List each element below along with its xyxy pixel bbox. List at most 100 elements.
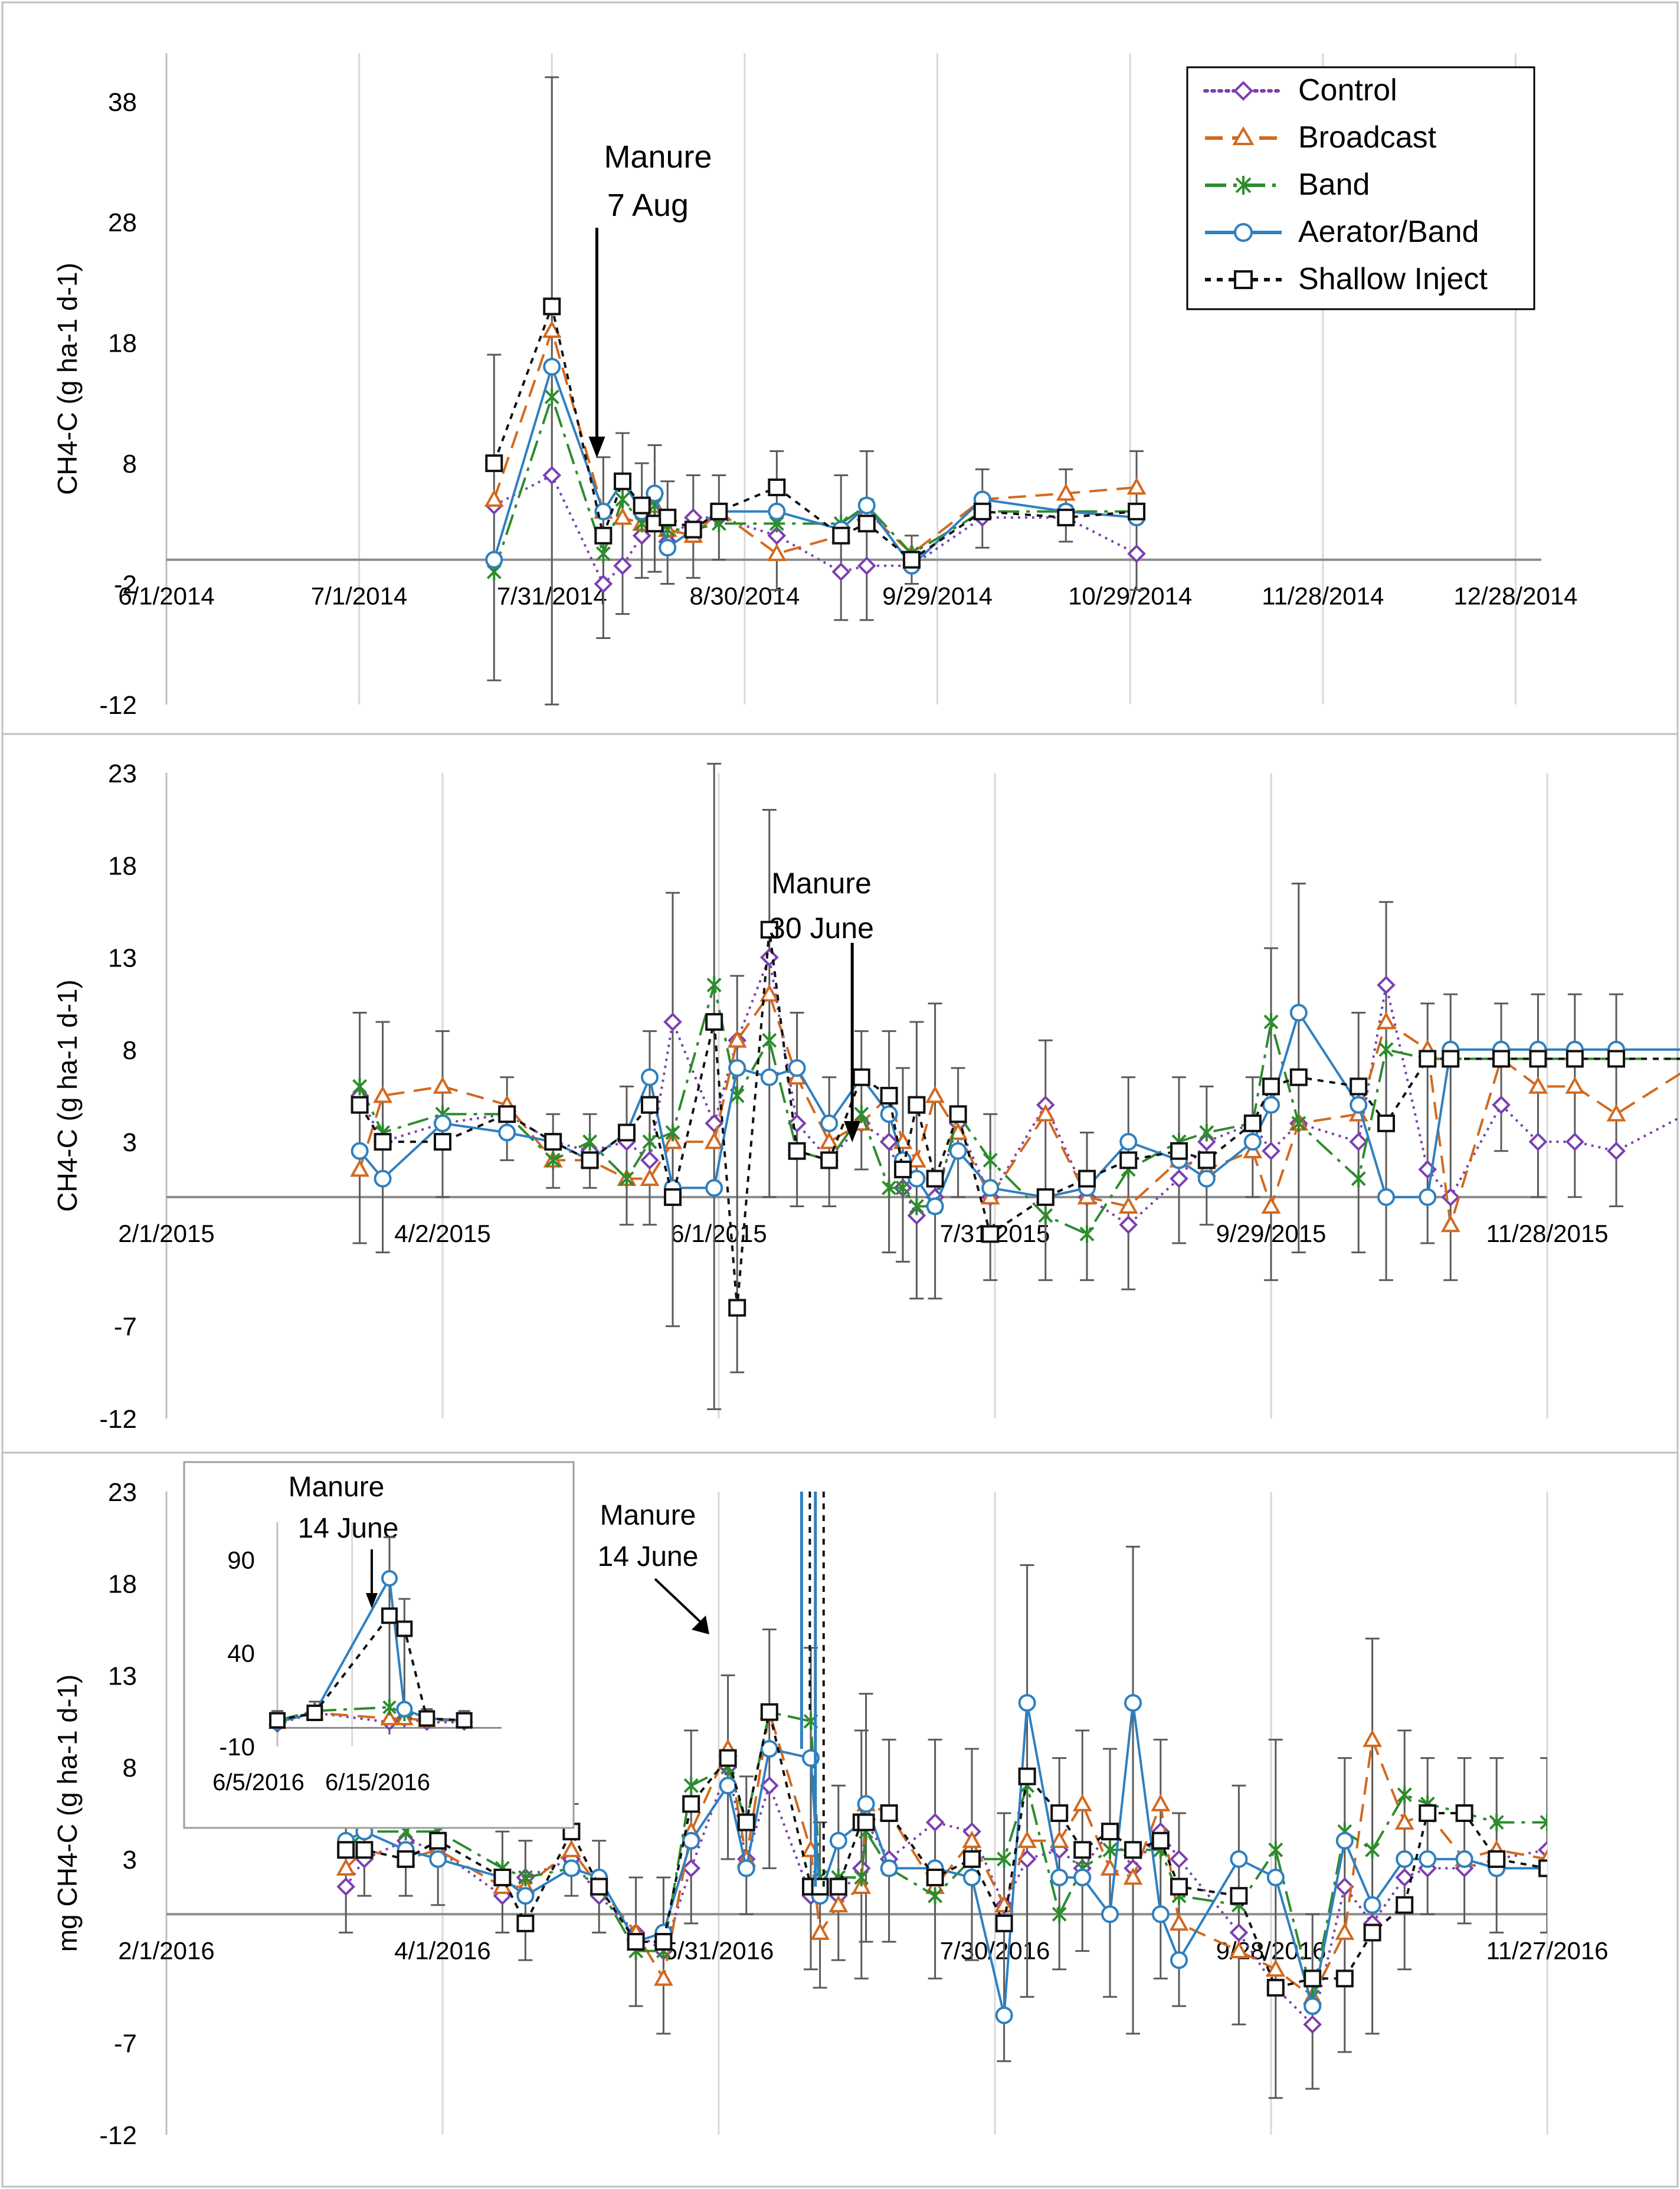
error-bar: [834, 474, 849, 621]
data-point: [719, 1777, 737, 1795]
error-bar: [1531, 993, 1545, 1198]
data-point: [351, 1142, 369, 1160]
inset-data-point: [456, 1712, 473, 1729]
y-tick-label: 23: [108, 1478, 137, 1507]
data-point: [963, 1850, 981, 1868]
legend-marker-circle: [1234, 223, 1253, 242]
inset-data-point: [396, 1700, 413, 1718]
data-point: [1050, 1869, 1069, 1886]
error-bar: [1567, 993, 1582, 1198]
legend-label-broadcast: Broadcast: [1298, 120, 1437, 155]
data-point: [760, 1703, 778, 1721]
data-point: [1455, 1804, 1473, 1822]
data-point: [498, 1123, 516, 1142]
y-axis-title: CH4-C (g ha-1 d-1): [52, 263, 83, 495]
data-point: [1488, 1850, 1506, 1868]
data-point: [1119, 1215, 1138, 1234]
error-bar: [643, 1030, 657, 1226]
data-point: [819, 1132, 839, 1149]
inset-data-point: [381, 1607, 398, 1624]
data-point: [618, 1123, 636, 1142]
data-point: [1128, 502, 1146, 520]
data-point: [995, 2006, 1013, 2024]
data-point: [659, 509, 677, 527]
data-point: [627, 1933, 645, 1951]
data-point: [1528, 1076, 1548, 1094]
data-point: [880, 1087, 898, 1105]
y-tick-label: 18: [108, 329, 137, 358]
annotation-label: Manure: [600, 1500, 696, 1531]
annotation-arrowhead: [588, 437, 605, 458]
data-point: [788, 1142, 806, 1160]
data-point: [1073, 1841, 1092, 1859]
data-point: [434, 1114, 451, 1132]
data-point: [641, 1068, 659, 1086]
data-point: [1419, 1804, 1437, 1822]
series-line: [346, 1710, 1547, 1989]
data-point: [1123, 1867, 1143, 1885]
series-shallow-inject: [337, 1703, 1547, 1997]
data-point: [1540, 1813, 1547, 1831]
data-point: [705, 1012, 723, 1031]
data-layer: [484, 76, 1147, 706]
data-point: [641, 1096, 659, 1114]
y-tick-label: -7: [114, 1313, 137, 1342]
data-point: [350, 1159, 369, 1177]
data-point: [857, 496, 876, 515]
data-point: [727, 1030, 747, 1048]
data-point: [640, 1168, 660, 1187]
data-point: [615, 490, 630, 509]
y-tick-label: -12: [99, 1405, 137, 1434]
legend-entry-band: Band: [1205, 168, 1370, 202]
legend-entry-broadcast: Broadcast: [1205, 120, 1437, 155]
data-point: [1118, 1196, 1138, 1214]
error-bar: [1420, 1757, 1435, 1915]
annotation-label: 30 June: [769, 912, 874, 945]
x-tick-label: 11/28/2014: [1262, 582, 1384, 610]
data-point: [788, 1059, 806, 1077]
data-point: [925, 1085, 945, 1103]
data-point: [926, 1869, 944, 1886]
legend-label-shallow-inject: Shallow Inject: [1298, 262, 1488, 296]
inset-data-point: [380, 1709, 399, 1726]
data-point: [1151, 1905, 1170, 1923]
data-point: [1169, 1913, 1189, 1931]
data-point: [1170, 1951, 1188, 1970]
data-point: [1268, 1841, 1283, 1859]
series-line: [493, 305, 1137, 561]
x-tick-label: 12/28/2014: [1453, 582, 1577, 610]
y-tick-label: -12: [99, 2121, 137, 2150]
data-point: [994, 1895, 1014, 1913]
data-point: [963, 1869, 981, 1886]
data-point: [654, 1968, 673, 1986]
data-point: [1440, 1214, 1460, 1233]
data-point: [646, 484, 664, 503]
data-point: [1350, 1077, 1368, 1096]
series-line: [345, 1702, 1547, 2017]
data-point: [542, 320, 562, 338]
data-point: [1492, 1095, 1511, 1115]
legend-label-band: Band: [1298, 168, 1370, 202]
data-point: [1262, 1077, 1280, 1096]
data-point: [1365, 1841, 1380, 1859]
error-bar: [1494, 1002, 1508, 1152]
data-point: [1230, 1850, 1248, 1868]
data-point: [1363, 1923, 1381, 1942]
data-point: [543, 297, 561, 316]
data-point: [613, 556, 632, 575]
series-shallow-inject: [485, 297, 1146, 569]
data-point: [1262, 1141, 1281, 1161]
data-point: [949, 1142, 967, 1160]
data-point: [1073, 1869, 1092, 1886]
data-point: [1529, 1050, 1547, 1068]
data-point: [820, 1114, 839, 1132]
error-bar: [1337, 1757, 1352, 2053]
error-bar: [928, 1002, 942, 1300]
y-tick-label: 18: [108, 851, 137, 880]
data-point: [882, 1179, 897, 1197]
data-point: [728, 1059, 746, 1077]
inset-annotation-arrowhead: [366, 1593, 378, 1608]
data-point: [1057, 509, 1075, 527]
data-point: [767, 543, 787, 561]
data-point: [1376, 1011, 1396, 1030]
